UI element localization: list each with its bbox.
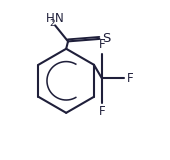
Text: N: N [55,12,64,25]
Text: F: F [99,105,105,118]
Text: H: H [46,12,55,25]
Text: S: S [102,32,111,45]
Text: F: F [126,72,133,85]
Text: F: F [99,38,105,51]
Text: 2: 2 [49,19,55,28]
